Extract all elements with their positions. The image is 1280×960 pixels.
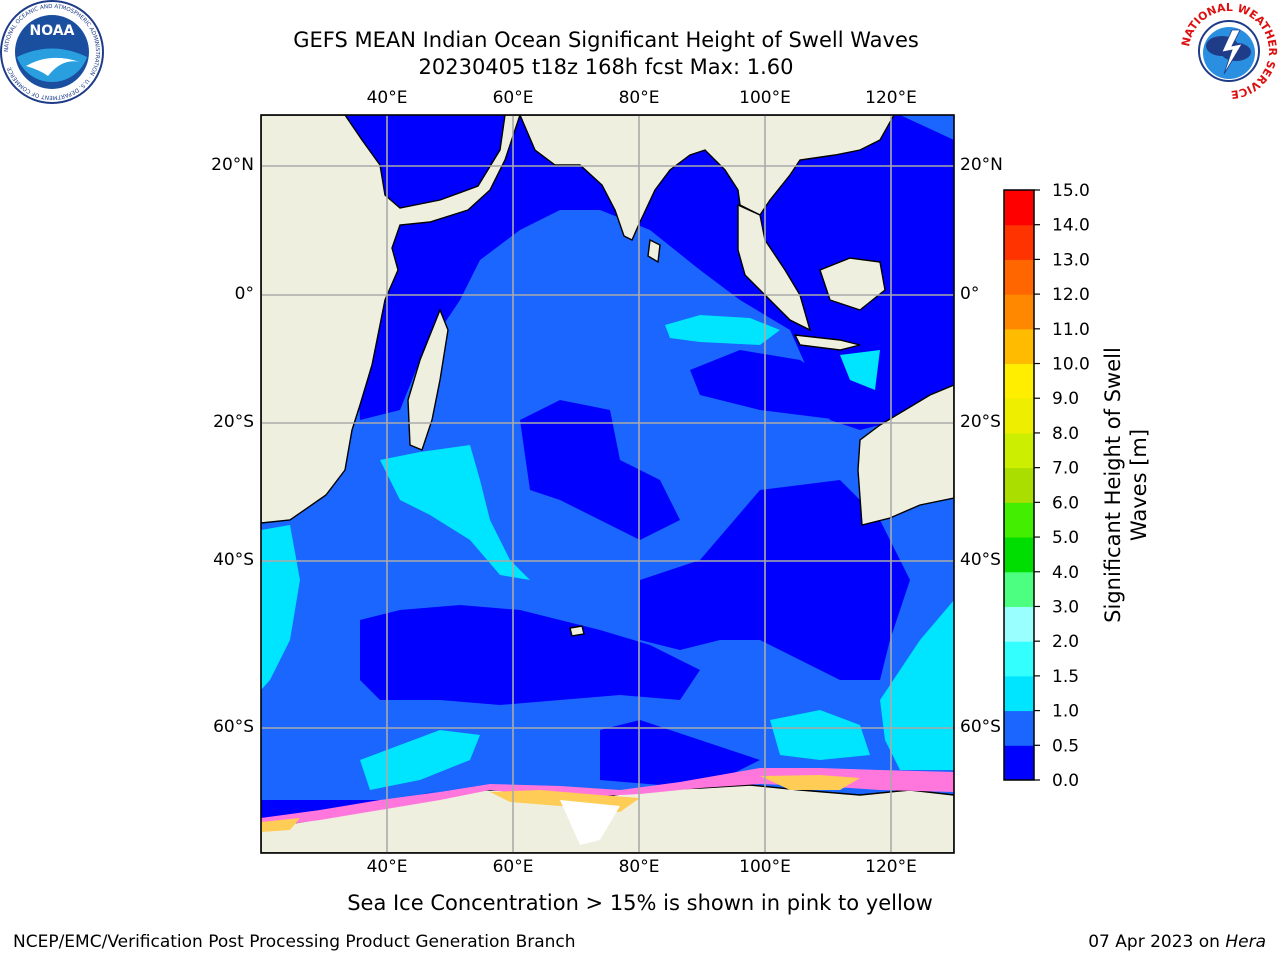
colorbar-tick-label: 13.0	[1052, 250, 1090, 270]
sea-ice-note: Sea Ice Concentration > 15% is shown in …	[347, 891, 933, 915]
colorbar-tick-label: 3.0	[1052, 597, 1079, 617]
colorbar-swatches	[1004, 190, 1034, 781]
sea-ice	[261, 768, 954, 845]
lat-label-left: 60°S	[213, 717, 254, 737]
colorbar-swatch	[1004, 745, 1034, 781]
map-title: GEFS MEAN Indian Ocean Significant Heigh…	[293, 28, 919, 52]
lon-label-bottom: 60°E	[492, 857, 534, 877]
lon-label-bottom: 100°E	[739, 857, 791, 877]
colorbar-swatch	[1004, 571, 1034, 607]
noaa-logo: NATIONAL OCEANIC AND ATMOSPHERIC ADMINIS…	[0, 0, 104, 104]
lon-label-bottom: 80°E	[618, 857, 660, 877]
lat-label-left: 40°S	[213, 550, 254, 570]
lon-label-top: 120°E	[865, 88, 917, 108]
footer-machine: Hera	[1225, 932, 1266, 952]
colorbar-tick-label: 15.0	[1052, 181, 1090, 201]
colorbar-tick-label: 6.0	[1052, 493, 1079, 513]
colorbar-tick-label: 7.0	[1052, 459, 1079, 479]
colorbar-swatch	[1004, 502, 1034, 538]
colorbar-swatch	[1004, 328, 1034, 365]
colorbar-swatch	[1004, 259, 1034, 295]
lat-label-left: 20°N	[211, 155, 254, 175]
colorbar-swatch	[1004, 190, 1034, 226]
colorbar-tick-label: 8.0	[1052, 424, 1079, 444]
lon-label-bottom: 120°E	[865, 857, 917, 877]
lat-label-left: 0°	[234, 284, 254, 304]
lon-label-top: 80°E	[618, 88, 660, 108]
lon-label-top: 60°E	[492, 88, 534, 108]
footer-date-text: 07 Apr 2023 on	[1088, 932, 1220, 952]
swell-band-1.0-1.5	[261, 315, 954, 790]
colorbar-swatch	[1004, 432, 1034, 469]
colorbar-tick-label: 0.5	[1052, 736, 1079, 756]
nws-logo: NATIONAL WEATHER SERVICE	[1179, 1, 1279, 101]
colorbar-swatch	[1004, 710, 1034, 746]
colorbar-frame	[1003, 189, 1035, 781]
colorbar-swatch	[1004, 675, 1034, 712]
map-subtitle: 20230405 t18z 168h fcst Max: 1.60	[418, 55, 794, 79]
lat-label-right: 20°S	[960, 412, 1001, 432]
colorbar-tick-label: 1.5	[1052, 667, 1079, 687]
swell-band-0-0.5	[261, 115, 954, 830]
colorbar-tick-label: 11.0	[1052, 320, 1090, 340]
colorbar-tick-label: 4.0	[1052, 563, 1079, 583]
colorbar-swatch	[1004, 537, 1034, 573]
lat-label-right: 20°N	[960, 155, 1003, 175]
colorbar-tick-label: 10.0	[1052, 355, 1090, 375]
footer-credit: NCEP/EMC/Verification Post Processing Pr…	[13, 932, 576, 952]
colorbar-tick-label: 5.0	[1052, 528, 1079, 548]
colorbar-tick-label: 0.0	[1052, 771, 1079, 791]
noaa-logo-text: NOAA	[30, 23, 75, 39]
colorbar-tick-label: 1.0	[1052, 702, 1079, 722]
lat-label-left: 20°S	[213, 412, 254, 432]
colorbar-tick-label: 9.0	[1052, 389, 1079, 409]
lat-label-right: 40°S	[960, 550, 1001, 570]
lon-label-bottom: 40°E	[366, 857, 408, 877]
colorbar-swatch	[1004, 606, 1034, 642]
graticule	[261, 115, 954, 853]
lon-label-top: 40°E	[366, 88, 408, 108]
colorbar-swatch	[1004, 467, 1034, 503]
colorbar-ticks: 0.0 0.5 1.0 1.5 2.0 3.0 4.0 5.0 6.0 7.0 8.0 9.0 10.0…	[1034, 181, 1090, 791]
lat-label-right: 0°	[960, 284, 980, 304]
footer-date: 07 Apr 2023 on Hera	[1088, 932, 1266, 952]
colorbar-tick-label: 14.0	[1052, 216, 1090, 236]
colorbar-tick-label: 12.0	[1052, 285, 1090, 305]
colorbar-swatch	[1004, 363, 1034, 399]
colorbar-swatch	[1004, 294, 1034, 330]
colorbar-swatch	[1004, 641, 1034, 677]
colorbar-tick-label: 2.0	[1052, 632, 1079, 652]
colorbar-swatch	[1004, 224, 1034, 260]
colorbar-label: Significant Height of Swell Waves [m]	[1101, 347, 1151, 623]
lat-label-right: 60°S	[960, 717, 1001, 737]
colorbar-swatch	[1004, 398, 1034, 434]
lon-label-top: 100°E	[739, 88, 791, 108]
map-frame	[260, 114, 955, 854]
